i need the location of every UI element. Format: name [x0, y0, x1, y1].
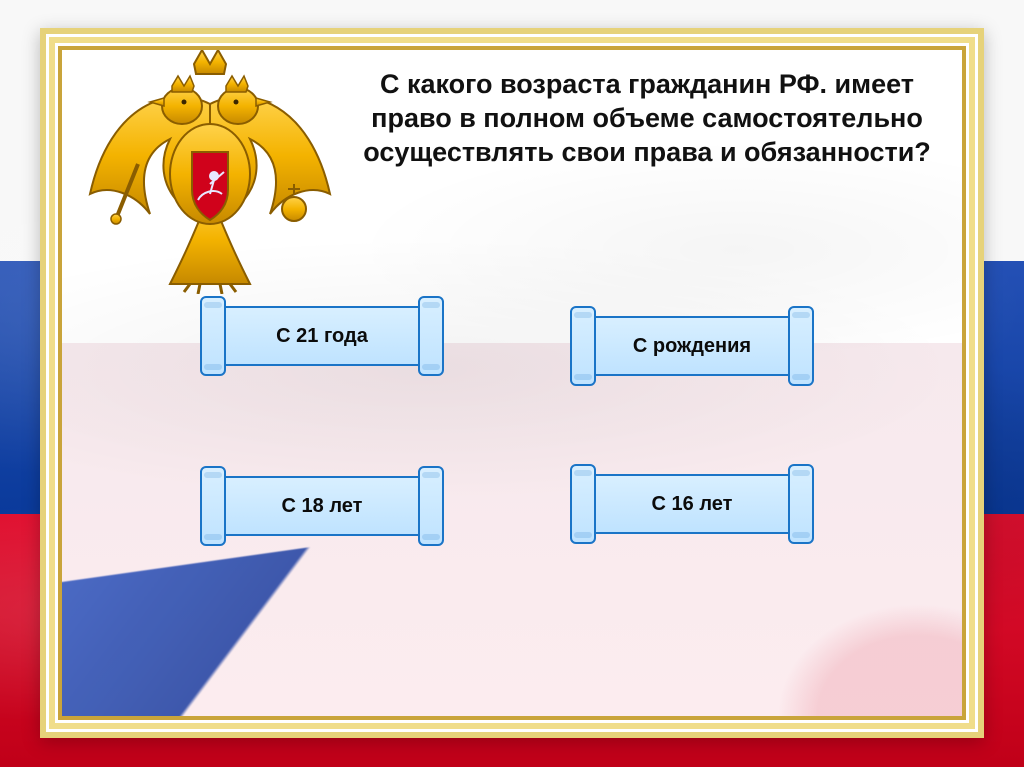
scroll-roll-icon [788, 464, 814, 544]
option-a-label: С 21 года [246, 325, 398, 348]
scroll-roll-icon [200, 296, 226, 376]
option-a-button[interactable]: С 21 года [202, 300, 442, 372]
scroll-roll-icon [570, 464, 596, 544]
option-c-label: С 18 лет [252, 495, 393, 518]
coat-of-arms-icon [80, 50, 340, 294]
scroll-roll-icon [788, 306, 814, 386]
question-text: С какого возраста гражданин РФ. имеет пр… [362, 68, 932, 169]
option-b-button[interactable]: С рождения [572, 310, 812, 382]
option-b-label: С рождения [603, 335, 781, 358]
option-d-label: С 16 лет [622, 493, 763, 516]
slide-inner: С какого возраста гражданин РФ. имеет пр… [62, 50, 962, 716]
scroll-roll-icon [418, 466, 444, 546]
slide-frame: С какого возраста гражданин РФ. имеет пр… [40, 28, 984, 738]
option-c-button[interactable]: С 18 лет [202, 470, 442, 542]
scroll-roll-icon [418, 296, 444, 376]
scroll-roll-icon [570, 306, 596, 386]
options-area: С 21 года С рождения С 18 лет С 16 лет [62, 300, 962, 660]
option-d-button[interactable]: С 16 лет [572, 468, 812, 540]
scroll-roll-icon [200, 466, 226, 546]
